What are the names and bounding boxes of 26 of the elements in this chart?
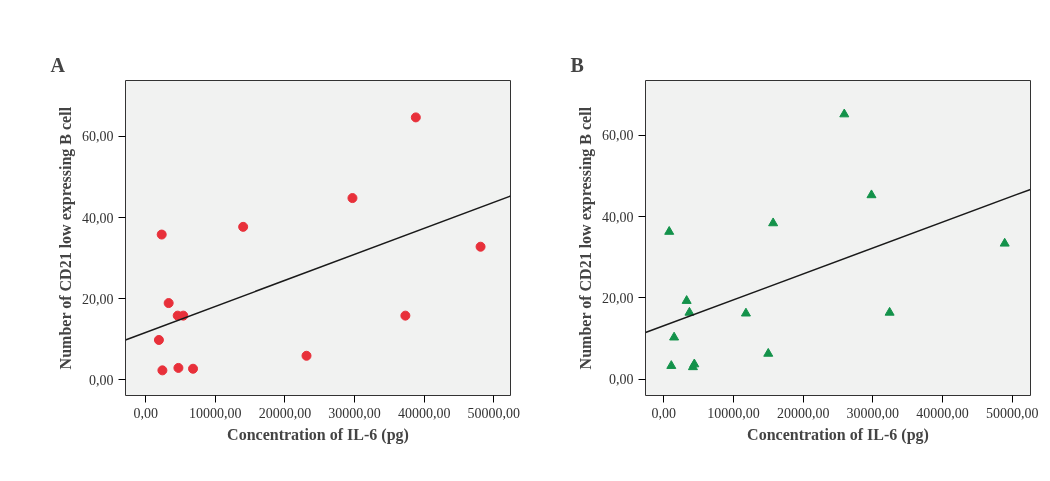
y-tick-label: 60,00: [82, 129, 114, 145]
y-tick-label: 40,00: [82, 210, 114, 226]
y-axis-title: Number of CD21 low expressing B cell: [577, 106, 595, 370]
x-tick-label: 10000,00: [189, 405, 242, 421]
x-tick-label: 30000,00: [846, 405, 900, 421]
y-tick-label: 20,00: [82, 291, 114, 307]
x-tick-label: 40000,00: [397, 405, 451, 421]
y-axis-title: Number of CD21 low expressing B cell: [57, 106, 75, 370]
y-tick-label: 0,00: [609, 372, 634, 388]
chart-title: A: [50, 53, 66, 76]
x-tick-label: 0,00: [133, 405, 158, 421]
y-tick-label: 0,00: [89, 372, 114, 388]
x-tick-label: 20000,00: [776, 405, 830, 421]
x-axis-title: Concentration of IL-6 (pg): [747, 425, 929, 444]
x-tick-label: 10000,00: [707, 405, 760, 421]
chart-title: B: [570, 53, 584, 76]
y-tick-label: 40,00: [602, 209, 634, 225]
x-tick-label: 0,00: [651, 405, 676, 421]
x-tick-label: 50000,00: [467, 405, 521, 421]
y-tick-label: 20,00: [602, 290, 634, 306]
x-tick-label: 30000,00: [328, 405, 381, 421]
x-tick-label: 40000,00: [916, 405, 969, 421]
x-tick-label: 20000,00: [258, 405, 312, 421]
y-tick-label: 60,00: [602, 128, 634, 144]
x-axis-title: Concentration of IL-6 (pg): [227, 425, 409, 444]
x-tick-label: 50000,00: [986, 405, 1039, 421]
